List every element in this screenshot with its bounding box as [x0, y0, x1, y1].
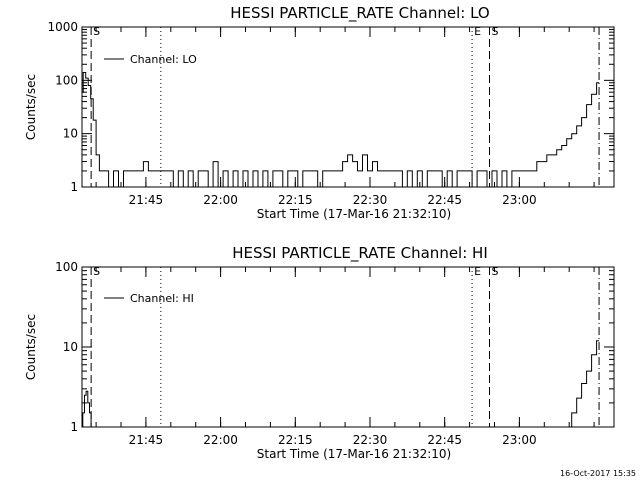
y-tick-label: 100 — [55, 260, 78, 274]
event-marker-label: S — [492, 265, 499, 278]
event-marker-label: S — [93, 265, 100, 278]
generation-timestamp: 16-Oct-2017 15:35 — [560, 469, 636, 478]
y-tick-label: 100 — [55, 73, 78, 87]
chart-title: HESSI PARTICLE_RATE Channel: LO — [230, 4, 489, 23]
y-tick-label: 10 — [63, 340, 78, 354]
x-tick-label: 22:45 — [427, 433, 462, 447]
plot-frame — [81, 266, 615, 428]
x-tick-label: 22:00 — [203, 433, 238, 447]
x-tick-label: 23:00 — [502, 433, 537, 447]
series-line — [82, 340, 600, 428]
x-tick-label: 22:30 — [353, 193, 388, 207]
panel-hi: HESSI PARTICLE_RATE Channel: HI 1 10 100 21:… — [24, 244, 615, 461]
x-axis-label: Start Time (17-Mar-16 21:32:10) — [257, 207, 451, 221]
event-marker-label: S — [492, 25, 499, 38]
x-tick-label: 22:30 — [353, 433, 388, 447]
event-marker-label: E — [474, 265, 481, 278]
series-line — [82, 72, 600, 188]
y-tick-label: 1 — [70, 420, 78, 434]
x-tick-label: 21:45 — [129, 433, 164, 447]
chart-title: HESSI PARTICLE_RATE Channel: HI — [232, 244, 488, 263]
x-axis-label: Start Time (17-Mar-16 21:32:10) — [257, 447, 451, 461]
legend-label: Channel: LO — [130, 53, 197, 66]
legend-label: Channel: HI — [130, 292, 194, 305]
y-tick-label: 1 — [70, 180, 78, 194]
y-tick-label: 10 — [63, 127, 78, 141]
x-tick-label: 22:15 — [278, 433, 313, 447]
y-tick-label: 1000 — [47, 20, 78, 34]
x-tick-label: 22:00 — [203, 193, 238, 207]
y-axis-label: Counts/sec — [24, 74, 38, 140]
y-axis-label: Counts/sec — [24, 314, 38, 380]
x-tick-label: 21:45 — [129, 193, 164, 207]
plot-frame — [81, 26, 615, 188]
x-tick-label: 22:15 — [278, 193, 313, 207]
x-tick-label: 22:45 — [427, 193, 462, 207]
panel-lo: HESSI PARTICLE_RATE Channel: LO 1 10 100 100… — [24, 4, 615, 221]
event-marker-label: S — [93, 25, 100, 38]
x-tick-label: 23:00 — [502, 193, 537, 207]
event-marker-label: E — [474, 25, 481, 38]
